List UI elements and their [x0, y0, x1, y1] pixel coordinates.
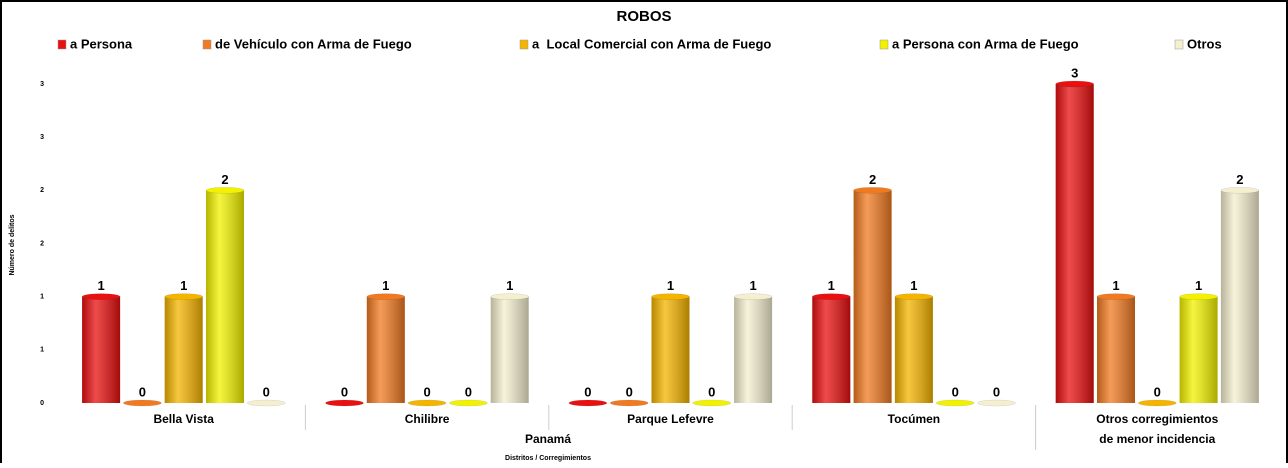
legend-label: de Vehículo con Arma de Fuego: [215, 36, 412, 51]
data-label: 3: [1071, 65, 1078, 80]
bar-cap: [609, 399, 649, 407]
x-tick-label: Parque Lefevre: [627, 412, 714, 426]
bar-cap: [651, 293, 690, 300]
bar-cap: [1138, 399, 1177, 407]
legend-swatch: [879, 39, 889, 50]
bar-shade: [490, 296, 529, 403]
bar-shade: [1097, 296, 1135, 403]
bar-cap: [812, 293, 851, 300]
x-tick-label: Otros corregimientos de menor incidencia: [1096, 412, 1218, 446]
data-label: 1: [506, 278, 513, 293]
data-label: 0: [423, 384, 430, 399]
data-label: 1: [828, 278, 835, 293]
bar-cap: [164, 293, 203, 300]
bar-cap: [1220, 187, 1260, 194]
bar-cap: [325, 399, 364, 407]
bar-shade: [651, 296, 690, 403]
y-tick-label: 2: [40, 187, 44, 194]
bar-cap: [1096, 293, 1136, 300]
legend-label: a Persona con Arma de Fuego: [892, 36, 1079, 51]
data-label: 2: [869, 172, 876, 187]
legend-label: a Persona: [70, 36, 133, 51]
bar-shade: [1055, 84, 1094, 403]
data-label: 0: [708, 384, 715, 399]
y-tick-label: 0: [40, 400, 44, 407]
data-label: 1: [97, 278, 104, 293]
bar-cap: [977, 399, 1016, 407]
bar-cap: [247, 399, 286, 407]
bar-cap: [123, 399, 162, 407]
legend-label: Otros: [1187, 36, 1222, 51]
bar-shade: [1220, 190, 1259, 403]
data-label: 2: [221, 172, 228, 187]
bar-shade: [894, 296, 933, 403]
legend-swatch: [519, 39, 529, 50]
data-label: 1: [180, 278, 187, 293]
bar-shade: [1179, 296, 1218, 403]
bar-shade: [164, 296, 203, 403]
data-label: 0: [139, 384, 146, 399]
data-label: 1: [910, 278, 917, 293]
legend-label: a Local Comercial con Arma de Fuego: [532, 36, 771, 51]
y-tick-label: 1: [40, 347, 44, 354]
legend-swatch: [202, 39, 212, 50]
bar-cap: [1179, 293, 1218, 300]
bar-cap: [366, 293, 406, 300]
data-label: 0: [993, 384, 1000, 399]
y-tick-label: 3: [40, 81, 44, 88]
bar-cap: [407, 399, 447, 407]
data-label: 0: [1154, 384, 1161, 399]
bar-shade: [366, 296, 405, 403]
data-label: 1: [1112, 278, 1119, 293]
legend-swatch: [1174, 39, 1184, 50]
data-label: 0: [263, 384, 270, 399]
bar-shade: [812, 296, 851, 403]
bar-cap: [490, 293, 529, 300]
bar-shade: [206, 190, 244, 403]
data-label: 1: [667, 278, 674, 293]
bar-shade: [853, 190, 892, 403]
y-axis-title: Número de delitos: [9, 214, 16, 275]
bar-cap: [935, 399, 975, 407]
bar-cap: [568, 399, 608, 407]
bar-cap: [692, 399, 732, 407]
data-label: 0: [584, 384, 591, 399]
data-label: 2: [1236, 172, 1243, 187]
bar-cap: [449, 399, 488, 407]
bar-shade: [734, 296, 773, 403]
x-tick-label: Bella Vista: [153, 412, 214, 426]
data-label: 0: [341, 384, 348, 399]
bar-cap: [894, 293, 934, 300]
group-label: Panamá: [525, 432, 571, 446]
bar-cap: [853, 187, 892, 194]
data-label: 0: [626, 384, 633, 399]
data-label: 0: [952, 384, 959, 399]
bar-cap: [205, 187, 245, 194]
y-tick-label: 1: [40, 294, 44, 301]
data-label: 0: [465, 384, 472, 399]
data-label: 1: [749, 278, 756, 293]
bar-shade: [82, 296, 121, 403]
bar-cap: [81, 293, 121, 300]
data-label: 1: [1195, 278, 1202, 293]
x-axis-title: Distritos / Corregimientos: [505, 455, 591, 462]
y-tick-label: 2: [40, 240, 44, 247]
bar-cap: [733, 293, 773, 300]
x-tick-label: Tocúmen: [888, 412, 940, 426]
y-tick-label: 3: [40, 134, 44, 141]
legend-swatch: [57, 39, 67, 50]
data-label: 1: [382, 278, 389, 293]
bar-cap: [1055, 80, 1094, 88]
chart-title: ROBOS: [616, 8, 671, 25]
x-tick-label: Chilibre: [405, 412, 450, 426]
